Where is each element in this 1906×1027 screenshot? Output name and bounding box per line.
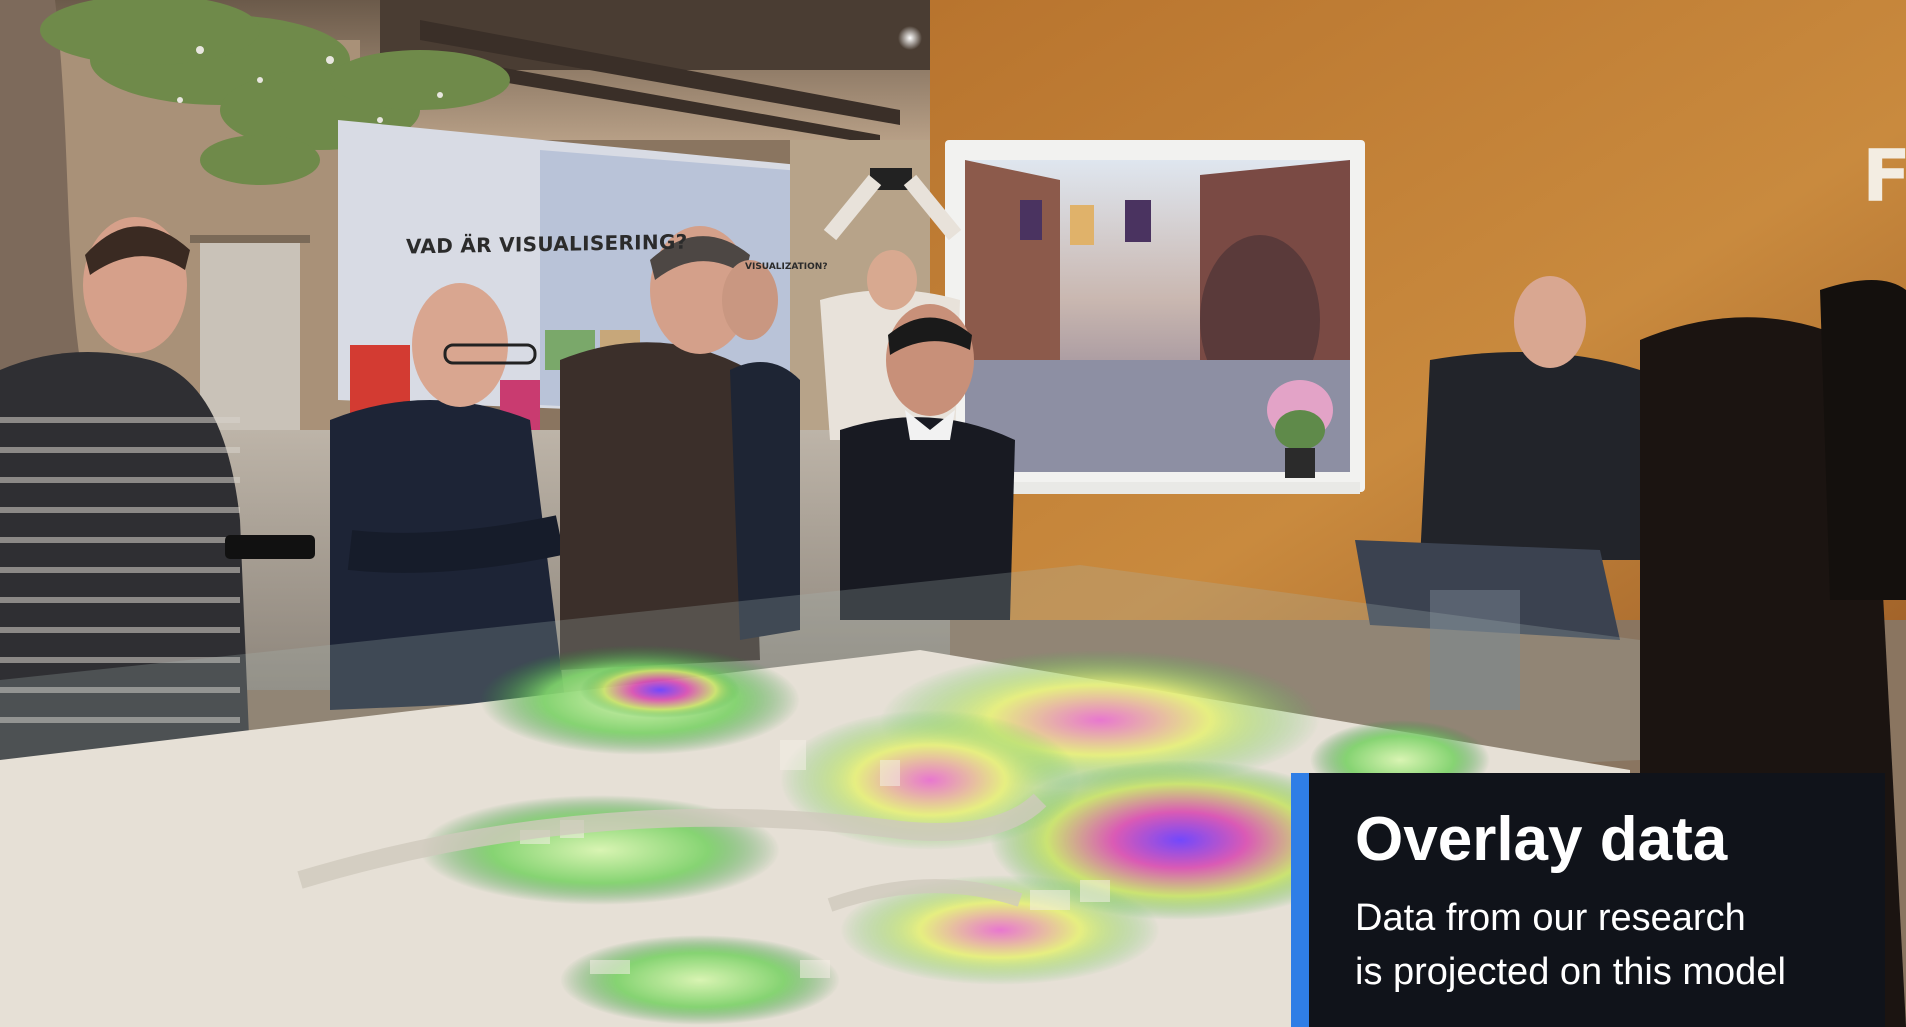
wall-partial-letter: F (1862, 134, 1906, 218)
wall-heading: VAD ÄR VISUALISERING? (406, 229, 688, 259)
caption-accent-bar (1291, 773, 1309, 1027)
caption-line-2: is projected on this model (1355, 951, 1786, 993)
wall-heading-en: VISUALIZATION? (745, 262, 828, 272)
caption-overlay: Overlay data Data from our research is p… (1291, 773, 1885, 1027)
caption-line-1: Data from our research (1355, 897, 1746, 939)
caption-subtitle: Data from our research is projected on t… (1355, 891, 1875, 999)
caption-title: Overlay data (1355, 805, 1728, 874)
